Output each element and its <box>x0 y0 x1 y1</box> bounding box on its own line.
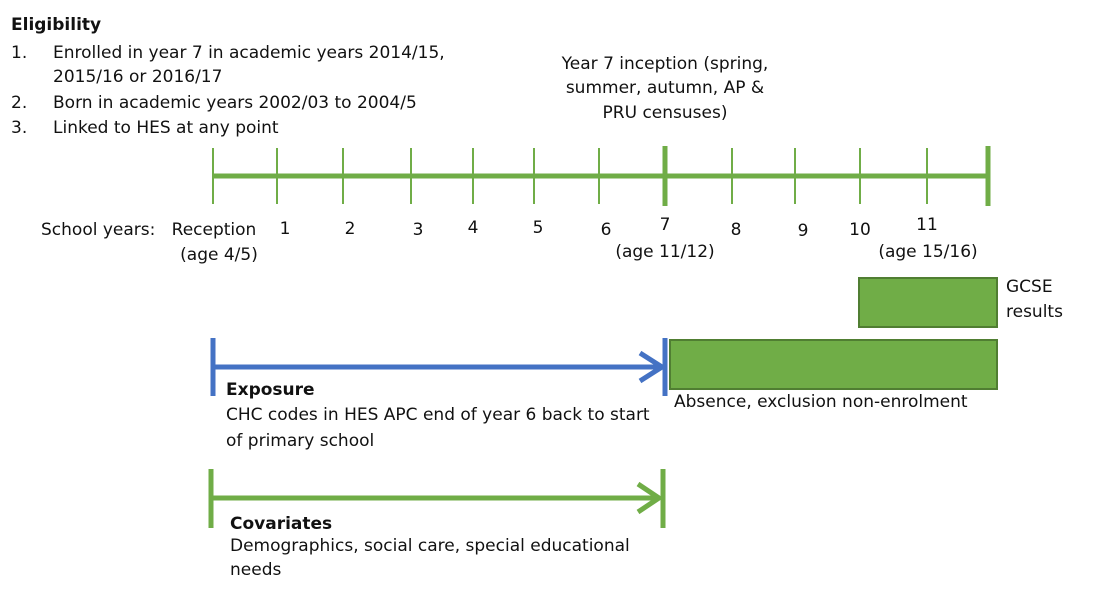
covariates-text-line: needs <box>230 560 282 580</box>
covariates-arrow-head <box>636 481 664 515</box>
inception-label-line: PRU censuses) <box>602 103 728 123</box>
timeline-ticks <box>212 148 928 204</box>
year-label-7: 7 <box>659 215 671 235</box>
eligibility-item-number: 3. <box>11 118 28 138</box>
age-label-reception: (age 4/5) <box>180 245 258 265</box>
eligibility-item-number: 1. <box>11 43 28 63</box>
year-label-9: 9 <box>797 221 809 241</box>
gcse-label-line: GCSE <box>1006 277 1053 297</box>
exposure-arrow-head <box>638 350 667 384</box>
outcomes-box <box>669 339 998 390</box>
covariates-title: Covariates <box>230 514 333 534</box>
covariates-text-line: Demographics, social care, special educa… <box>230 536 630 556</box>
eligibility-title: Eligibility <box>11 15 102 35</box>
year-label-1: 1 <box>279 219 291 239</box>
eligibility-item-text: Born in academic years 2002/03 to 2004/5 <box>53 93 417 113</box>
gcse-label-line: results <box>1006 302 1063 322</box>
outcomes-label: Absence, exclusion non-enrolment <box>674 392 968 412</box>
year-label-6: 6 <box>600 220 612 240</box>
year-label-4: 4 <box>467 218 479 238</box>
age-label-year11: (age 15/16) <box>878 242 978 262</box>
inception-label-line: Year 7 inception (spring, <box>561 54 769 74</box>
year-label-11: 11 <box>916 215 938 235</box>
year-label-8: 8 <box>730 220 742 240</box>
school-years-label: School years: <box>41 220 156 240</box>
year-label-10: 10 <box>849 220 871 240</box>
eligibility-item-number: 2. <box>11 93 28 113</box>
gcse-results-box <box>858 277 998 328</box>
exposure-text-line: CHC codes in HES APC end of year 6 back … <box>226 405 650 425</box>
year-label-2: 2 <box>344 219 356 239</box>
year-label-3: 3 <box>412 220 424 240</box>
inception-label-line: summer, autumn, AP & <box>565 78 765 98</box>
year-label-5: 5 <box>532 218 544 238</box>
exposure-text-line: of primary school <box>226 431 375 451</box>
eligibility-item-text: Enrolled in year 7 in academic years 201… <box>53 43 445 63</box>
eligibility-item-text: Linked to HES at any point <box>53 118 279 138</box>
age-label-year7: (age 11/12) <box>615 242 715 262</box>
year-label-reception: Reception <box>171 220 257 240</box>
eligibility-item-text: 2015/16 or 2016/17 <box>53 67 223 87</box>
exposure-title: Exposure <box>226 380 315 400</box>
